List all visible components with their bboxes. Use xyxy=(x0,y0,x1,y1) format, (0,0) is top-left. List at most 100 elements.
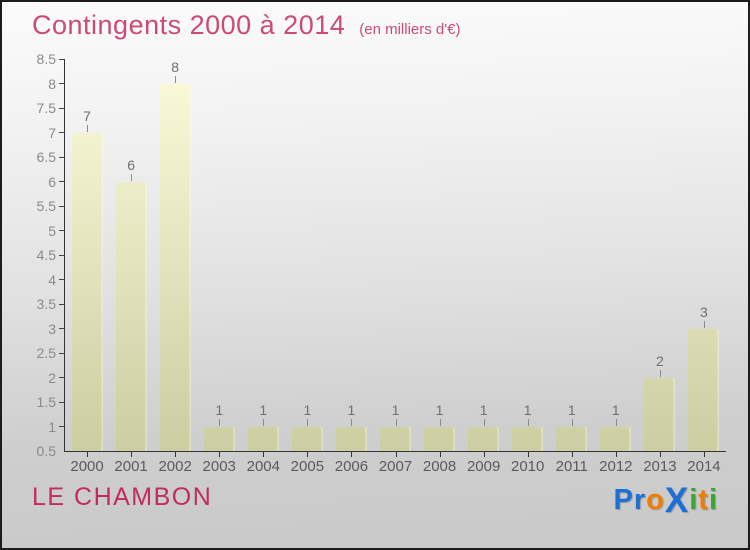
value-label-stem xyxy=(395,418,397,426)
logo-letter: t xyxy=(698,484,709,516)
x-axis-tick xyxy=(263,452,265,457)
logo-letter: o xyxy=(646,484,665,516)
x-axis-tick xyxy=(571,452,573,457)
y-axis-tick-label: 0.5 xyxy=(36,443,56,459)
x-axis-tick xyxy=(87,452,89,457)
value-label-stem xyxy=(87,124,89,132)
y-axis-tick xyxy=(59,205,65,207)
chart-header: Contingents 2000 à 2014 (en milliers d'€) xyxy=(32,10,460,41)
y-axis-tick xyxy=(59,132,65,133)
x-axis-tick-label: 2012 xyxy=(599,458,633,475)
value-label-stem xyxy=(131,173,133,181)
bar-chart-plot-area: 0.5 1 1.5 2 2.5 3 3.5 4 4.5 5 5.5 6 6.5 7 7.5 8 8.5 7 2000… xyxy=(37,51,726,475)
bar-value-label: 2 xyxy=(655,352,664,369)
y-axis-tick xyxy=(59,58,65,60)
x-axis-tick-label: 2007 xyxy=(378,458,413,475)
x-axis-tick-label: 2008 xyxy=(422,458,457,475)
x-axis-tick xyxy=(307,452,309,457)
bar-value-label: 1 xyxy=(303,401,312,418)
y-axis-tick xyxy=(59,328,65,329)
page-title: Contingents 2000 à 2014 xyxy=(32,10,346,40)
y-axis-tick-label: 7.5 xyxy=(36,100,56,116)
y-axis-tick xyxy=(59,83,65,84)
bar xyxy=(512,426,544,451)
x-axis-tick xyxy=(527,452,529,457)
bar xyxy=(71,132,103,451)
bar xyxy=(424,426,456,451)
y-axis-tick xyxy=(59,352,65,354)
place-name-label: LE CHAMBON xyxy=(32,483,213,511)
y-axis-tick xyxy=(59,426,65,427)
bar-value-label: 1 xyxy=(611,401,620,418)
value-label-stem xyxy=(439,418,441,426)
x-axis-tick-label: 2000 xyxy=(70,458,104,475)
x-axis-tick xyxy=(175,452,177,457)
x-axis-tick xyxy=(483,452,485,457)
logo-letter: P xyxy=(613,484,634,516)
y-axis-tick xyxy=(59,181,65,182)
y-axis-tick xyxy=(59,303,65,305)
bar xyxy=(468,426,500,451)
y-axis-tick-label: 8 xyxy=(48,75,56,92)
x-axis-tick-label: 2001 xyxy=(114,458,148,475)
y-axis-tick-label: 4 xyxy=(48,271,56,288)
x-axis-tick-label: 2006 xyxy=(334,458,369,475)
y-axis-tick xyxy=(59,230,65,231)
y-axis-tick-label: 7 xyxy=(48,124,56,141)
y-axis-tick-label: 5 xyxy=(48,222,56,239)
logo-letter: X xyxy=(664,481,690,520)
y-axis-tick-label: 3.5 xyxy=(36,296,56,312)
value-label-stem xyxy=(615,418,617,426)
x-axis-tick-label: 2004 xyxy=(246,458,280,475)
x-axis-tick-label: 2009 xyxy=(466,458,501,475)
bar-value-label: 1 xyxy=(347,401,356,418)
bar-value-label: 8 xyxy=(171,58,180,75)
bar xyxy=(600,426,632,451)
y-axis-tick-label: 6 xyxy=(48,173,56,190)
proxiti-logo[interactable]: ProXiti xyxy=(613,481,718,520)
bar-value-label: 1 xyxy=(259,401,268,418)
y-axis-tick-label: 3 xyxy=(48,320,56,337)
logo-letter: i xyxy=(689,484,699,516)
bar xyxy=(644,377,676,451)
value-label-stem xyxy=(483,418,485,426)
logo-letter: i xyxy=(708,484,718,516)
x-axis-tick xyxy=(351,452,353,457)
value-label-stem xyxy=(219,418,221,426)
bar xyxy=(291,426,323,451)
value-label-stem xyxy=(659,369,661,377)
chart-subtitle: (en milliers d'€) xyxy=(359,21,461,38)
x-axis-tick xyxy=(439,452,441,457)
y-axis-tick xyxy=(59,254,65,256)
value-label-stem xyxy=(263,418,265,426)
bar xyxy=(688,328,720,451)
logo-letter: r xyxy=(633,484,647,516)
bar xyxy=(335,426,367,451)
bar-value-label: 1 xyxy=(391,401,400,418)
y-axis-tick xyxy=(59,107,65,109)
x-axis-tick-label: 2005 xyxy=(290,458,325,475)
y-axis-tick-label: 8.5 xyxy=(36,51,56,67)
x-axis-tick xyxy=(615,452,617,457)
x-axis-tick-label: 2014 xyxy=(687,458,721,475)
x-axis-tick-label: 2013 xyxy=(643,458,677,475)
bar-value-label: 1 xyxy=(435,401,444,418)
y-axis-tick-label: 5.5 xyxy=(36,198,56,214)
y-axis-tick xyxy=(59,377,65,378)
x-axis-tick xyxy=(703,452,705,457)
value-label-stem xyxy=(175,75,177,83)
bar xyxy=(247,426,279,451)
bar xyxy=(556,426,588,451)
bar-value-label: 6 xyxy=(127,156,135,173)
x-axis-tick xyxy=(395,452,397,457)
x-axis-tick xyxy=(659,452,661,457)
bar-value-label: 1 xyxy=(215,401,224,418)
bar-value-label: 1 xyxy=(479,401,488,418)
y-axis-tick-label: 1 xyxy=(48,418,56,435)
value-label-stem xyxy=(307,418,309,426)
bar-value-label: 3 xyxy=(700,303,708,320)
value-label-stem xyxy=(703,320,705,328)
y-axis-tick xyxy=(59,401,65,403)
x-axis-tick xyxy=(219,452,221,457)
